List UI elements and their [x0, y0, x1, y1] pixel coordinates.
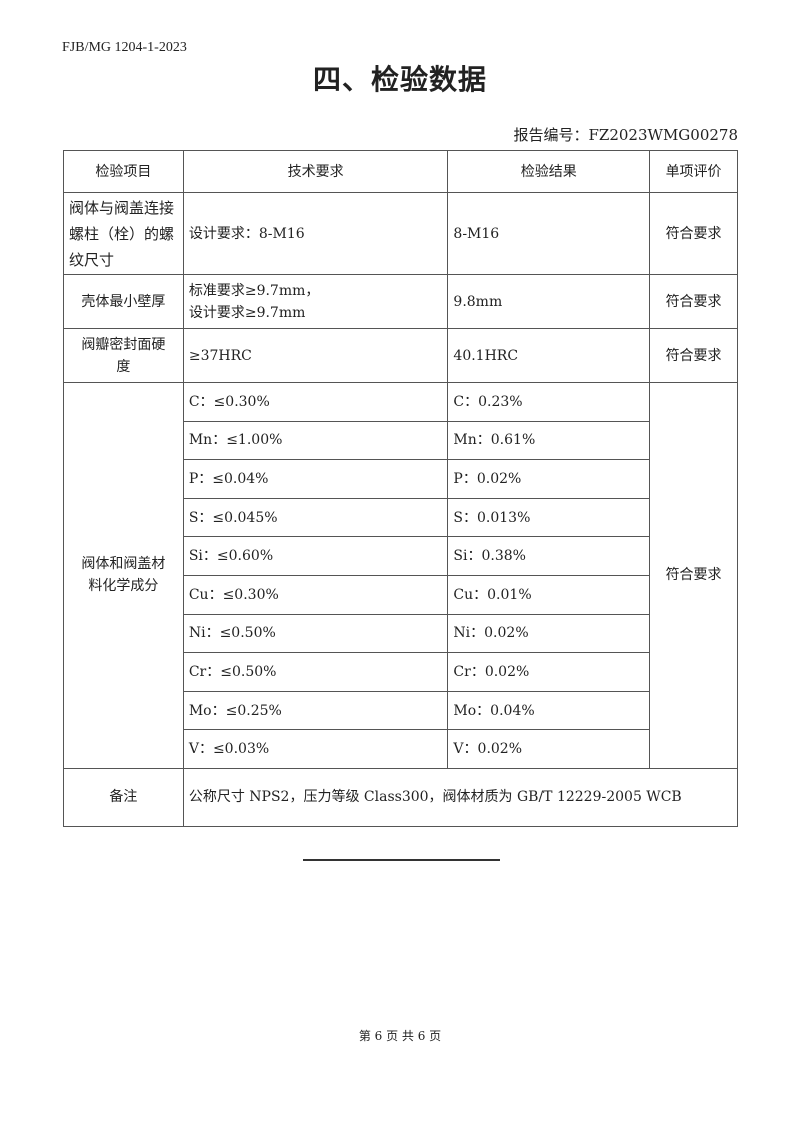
evaluation-cell: 符合要求	[649, 274, 738, 329]
item-cell: 阀体与阀盖连接螺柱（栓）的螺纹尺寸	[63, 192, 184, 275]
chem-row: Si：≤0.60% Si：0.38%	[64, 536, 738, 576]
chem-row: Mn：≤1.00% Mn：0.61%	[64, 420, 738, 461]
requirement-cell: C：≤0.30%	[182, 382, 449, 422]
header-cell: 检验项目	[63, 150, 184, 193]
requirement-cell: Cr：≤0.50%	[182, 652, 449, 692]
remark-row: 备注 公称尺寸 NPS2，压力等级 Class300，阀体材质为 GB/T 12…	[63, 767, 739, 827]
requirement-cell: V：≤0.03%	[182, 729, 449, 769]
requirement-cell: P：≤0.04%	[182, 459, 449, 499]
table-row: 壳体最小壁厚 标准要求≥9.7mm， 设计要求≥9.7mm 9.8mm 符合要求	[63, 274, 738, 329]
table-header: 检验项目 技术要求 检验结果 单项评价	[63, 150, 738, 193]
result-cell: P：0.02%	[447, 459, 651, 499]
result-cell: Mn：0.61%	[447, 420, 651, 461]
result-cell: Mo：0.04%	[447, 690, 651, 731]
chem-row: S：≤0.045% S：0.013%	[64, 497, 738, 538]
result-cell: 8-M16	[447, 192, 651, 275]
evaluation-cell: 符合要求	[649, 328, 738, 383]
result-cell: 9.8mm	[447, 274, 651, 329]
result-cell: 40.1HRC	[447, 328, 651, 383]
result-cell: Cr：0.02%	[447, 652, 651, 692]
result-cell: Si：0.38%	[447, 536, 651, 576]
requirement-cell: Cu：≤0.30%	[182, 574, 449, 615]
result-cell: Ni：0.02%	[447, 613, 651, 654]
requirement-cell: ≥37HRC	[182, 328, 449, 383]
requirement-cell: Ni：≤0.50%	[182, 613, 449, 654]
table-row: 阀体与阀盖连接螺柱（栓）的螺纹尺寸 设计要求：8-M16 8-M16 符合要求	[63, 192, 738, 275]
inspection-table: 检验项目 技术要求 检验结果 单项评价 阀体与阀盖连接螺柱（栓）的螺纹尺寸 设计…	[63, 150, 739, 827]
chem-row: P：≤0.04% P：0.02%	[64, 459, 738, 499]
item-cell: 阀体和阀盖材料化学成分	[63, 382, 184, 769]
remark-label: 备注	[63, 767, 184, 827]
header-cell: 技术要求	[182, 150, 449, 193]
header-cell: 检验结果	[447, 150, 651, 193]
evaluation-cell: 符合要求	[649, 382, 738, 769]
result-cell: Cu：0.01%	[447, 574, 651, 615]
report-number: 报告编号：FZ2023WMG00278	[513, 126, 738, 144]
chem-row: Cr：≤0.50% Cr：0.02%	[64, 652, 738, 692]
requirement-cell: Si：≤0.60%	[182, 536, 449, 576]
header-cell: 单项评价	[649, 150, 738, 193]
result-cell: V：0.02%	[447, 729, 651, 769]
page-footer: 第 6 页 共 6 页	[358, 1029, 442, 1043]
requirement-line: 设计要求≥9.7mm	[188, 304, 306, 321]
chem-row: Mo：≤0.25% Mo：0.04%	[64, 690, 738, 731]
item-cell: 阀瓣密封面硬度	[63, 328, 184, 383]
table-row: 阀瓣密封面硬度 ≥37HRC 40.1HRC 符合要求	[63, 328, 738, 383]
requirement-cell: 设计要求：8-M16	[182, 192, 449, 275]
chem-row: 阀体和阀盖材料化学成分 C：≤0.30% C：0.23% 符合要求	[63, 382, 738, 769]
remark-text: 公称尺寸 NPS2，压力等级 Class300，阀体材质为 GB/T 12229…	[182, 767, 739, 827]
requirement-cell: 标准要求≥9.7mm， 设计要求≥9.7mm	[182, 274, 449, 329]
item-cell: 壳体最小壁厚	[63, 274, 184, 329]
requirement-cell: Mn：≤1.00%	[182, 420, 449, 461]
result-cell: C：0.23%	[447, 382, 651, 422]
document-code: FJB/MG 1204-1-2023	[62, 40, 187, 55]
chem-row: V：≤0.03% V：0.02%	[64, 729, 738, 769]
requirement-line: 标准要求≥9.7mm，	[188, 282, 320, 299]
end-rule	[303, 859, 500, 861]
chem-row: Ni：≤0.50% Ni：0.02%	[64, 613, 738, 654]
requirement-cell: S：≤0.045%	[182, 497, 449, 538]
evaluation-cell: 符合要求	[649, 192, 738, 275]
chem-row: Cu：≤0.30% Cu：0.01%	[64, 574, 738, 615]
requirement-cell: Mo：≤0.25%	[182, 690, 449, 731]
result-cell: S：0.013%	[447, 497, 651, 538]
page-title: 四、检验数据	[312, 63, 487, 96]
